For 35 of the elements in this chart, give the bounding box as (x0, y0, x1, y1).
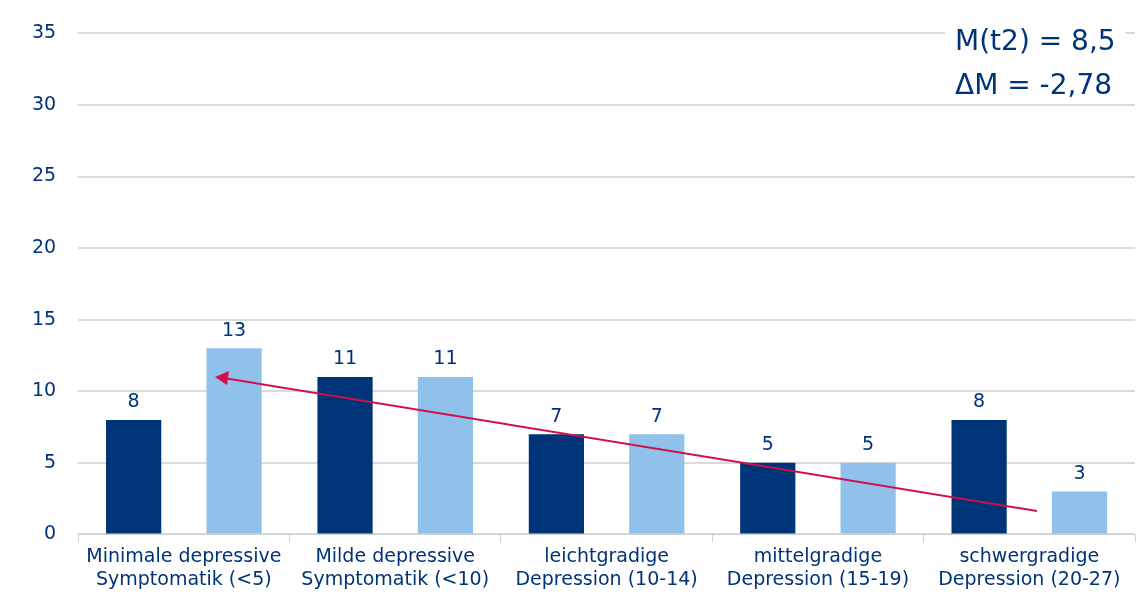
data-label: 13 (221, 317, 247, 340)
bar (417, 376, 474, 534)
x-tick-label: mittelgradige Depression (15-19) (726, 543, 910, 589)
y-tick-label: 30 (31, 91, 57, 114)
data-label: 8 (127, 389, 140, 412)
x-tick-label: Minimale depressive Symptomatik (<5) (86, 543, 282, 589)
bar (629, 434, 685, 534)
y-tick-label: 25 (31, 163, 57, 186)
bar (317, 376, 373, 534)
x-tick-label: Milde depressive Symptomatik (<10) (301, 543, 490, 589)
bar (840, 462, 896, 534)
data-label: 8 (973, 389, 986, 412)
y-tick-label: 35 (31, 20, 57, 43)
bar (740, 462, 796, 534)
annotation: M(t2) = 8,5 (955, 24, 1116, 57)
annotation: ΔM = -2,78 (955, 68, 1113, 101)
data-label: 5 (761, 432, 774, 455)
bar (528, 434, 584, 534)
y-tick-label: 20 (31, 235, 57, 258)
y-tick-label: 0 (44, 521, 57, 544)
data-label: 5 (862, 432, 875, 455)
bar (206, 348, 262, 534)
data-label: 11 (332, 346, 358, 369)
x-tick-label: schwergradige Depression (20-27) (938, 543, 1121, 589)
y-tick-label: 10 (31, 378, 57, 401)
bar (951, 419, 1007, 534)
x-tick-label: leichtgradige Depression (10-14) (515, 543, 698, 589)
y-tick-label: 5 (44, 449, 57, 472)
data-label: 3 (1073, 460, 1086, 483)
data-label: 11 (433, 346, 458, 369)
bar (106, 419, 162, 534)
y-tick-label: 15 (31, 306, 57, 329)
data-label: 7 (550, 403, 563, 426)
bar (1051, 491, 1108, 534)
data-label: 7 (650, 403, 663, 426)
